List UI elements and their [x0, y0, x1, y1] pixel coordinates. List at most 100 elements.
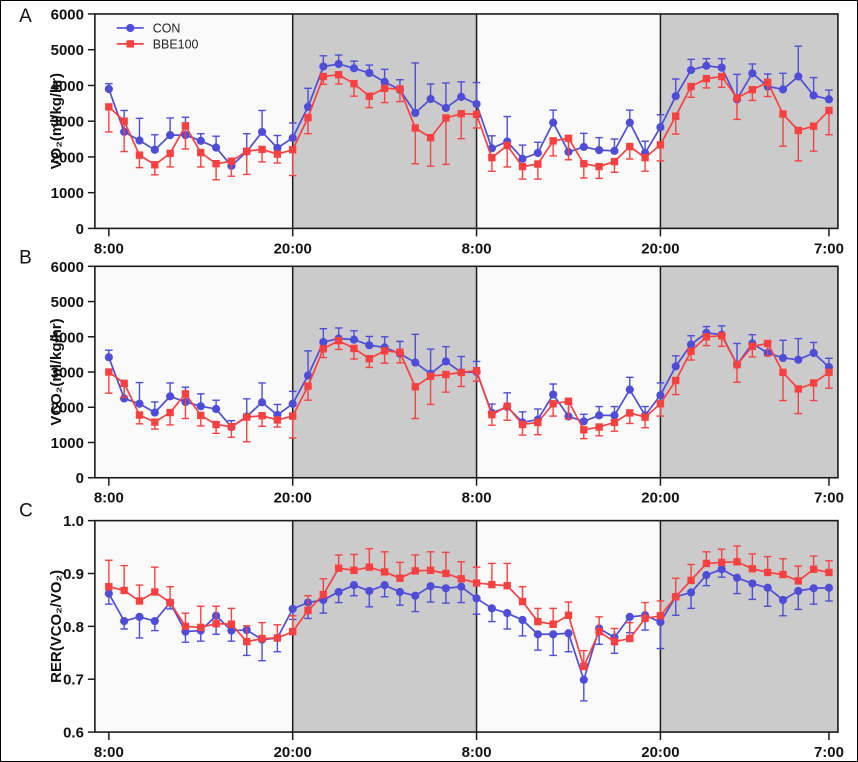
- data-point-circle: [686, 588, 696, 597]
- data-point-square: [380, 347, 389, 355]
- data-point-circle: [472, 594, 481, 603]
- data-point-square: [626, 142, 634, 151]
- data-point-circle: [257, 127, 267, 136]
- data-point-square: [702, 559, 711, 568]
- data-point-square: [626, 409, 634, 417]
- data-point-square: [411, 124, 419, 132]
- data-point-square: [779, 368, 787, 377]
- data-point-circle: [349, 64, 359, 73]
- data-point-circle: [212, 143, 221, 152]
- data-point-square: [549, 137, 557, 145]
- data-point-circle: [365, 341, 374, 350]
- data-point-circle: [656, 618, 665, 627]
- data-point-circle: [135, 136, 144, 145]
- data-point-square: [656, 400, 665, 408]
- data-point-square: [580, 160, 588, 168]
- x-tick-label: 8:00: [462, 240, 492, 257]
- data-point-square: [457, 368, 465, 377]
- data-point-square: [503, 141, 511, 150]
- data-point-circle: [763, 583, 772, 592]
- data-point-square: [641, 614, 649, 623]
- y-tick-label: 5000: [51, 42, 84, 59]
- legend-circle-marker-icon: [126, 23, 135, 33]
- data-point-circle: [595, 411, 604, 420]
- data-point-square: [809, 379, 818, 387]
- data-point-square: [197, 411, 205, 420]
- data-point-square: [442, 114, 450, 122]
- data-point-square: [243, 413, 251, 421]
- data-point-square: [733, 360, 741, 369]
- data-point-circle: [303, 102, 313, 111]
- legend-label: CON: [153, 21, 181, 35]
- data-point-square: [702, 333, 711, 341]
- data-point-square: [181, 622, 190, 631]
- data-point-square: [825, 368, 833, 377]
- y-axis-title: VCO₂(ml/kg/hr): [48, 318, 65, 425]
- data-point-square: [702, 74, 711, 83]
- data-point-square: [304, 606, 312, 615]
- data-point-square: [580, 662, 588, 671]
- data-point-square: [549, 620, 557, 628]
- data-point-square: [350, 344, 358, 353]
- data-point-circle: [824, 583, 834, 592]
- x-tick-label: 20:00: [641, 240, 679, 257]
- data-point-circle: [686, 65, 696, 75]
- data-point-circle: [288, 604, 297, 613]
- x-tick-label: 20:00: [274, 490, 312, 507]
- data-point-square: [595, 627, 603, 636]
- y-axis-title: RER(VCO₂/VO₂): [48, 570, 65, 683]
- y-axis-title: VO₂(ml/kg/hr): [48, 73, 65, 169]
- data-point-square: [488, 410, 496, 419]
- panel-a: 0 1000 2000 3000 4000 5000 6000 8:00 20:00 8:00 20…: [19, 6, 844, 257]
- data-point-circle: [365, 68, 374, 78]
- data-point-circle: [610, 411, 619, 420]
- data-point-square: [135, 151, 144, 159]
- data-point-square: [763, 78, 772, 86]
- data-point-square: [718, 332, 726, 340]
- data-point-circle: [487, 604, 496, 613]
- data-point-circle: [778, 595, 788, 605]
- data-point-circle: [778, 353, 788, 363]
- data-point-square: [809, 122, 818, 130]
- data-point-square: [748, 86, 757, 94]
- y-tick-label: 5000: [51, 294, 84, 311]
- data-point-square: [595, 162, 603, 171]
- data-point-circle: [809, 348, 818, 358]
- data-point-square: [151, 418, 159, 426]
- data-point-square: [779, 110, 787, 118]
- data-point-circle: [104, 353, 113, 362]
- data-point-circle: [441, 357, 451, 366]
- series-bbe100: [105, 332, 833, 443]
- data-point-square: [687, 576, 695, 585]
- data-point-circle: [809, 91, 818, 100]
- y-tick-label: 6000: [51, 259, 84, 276]
- data-point-circle: [441, 103, 451, 113]
- y-tick-label: 1.0: [63, 513, 84, 530]
- data-point-square: [610, 157, 619, 166]
- x-tick-label: 7:00: [814, 490, 844, 507]
- data-point-square: [380, 568, 389, 576]
- data-point-square: [319, 345, 328, 353]
- data-point-circle: [395, 587, 405, 597]
- data-point-circle: [288, 133, 297, 143]
- x-tick-label: 8:00: [462, 490, 492, 507]
- data-point-circle: [656, 391, 665, 400]
- data-point-square: [289, 412, 297, 420]
- data-point-circle: [349, 581, 359, 590]
- series-bbe100: [105, 545, 833, 671]
- data-point-circle: [717, 565, 726, 574]
- x-tick-label: 8:00: [94, 490, 124, 507]
- data-point-square: [442, 370, 450, 379]
- data-point-square: [564, 611, 573, 619]
- data-point-circle: [778, 85, 788, 94]
- y-tick-label: 3000: [51, 365, 84, 382]
- data-point-square: [672, 593, 680, 601]
- x-tick-label: 20:00: [641, 490, 679, 507]
- data-point-square: [472, 110, 481, 119]
- data-point-square: [488, 153, 496, 162]
- data-point-square: [656, 612, 665, 620]
- data-point-square: [763, 568, 772, 577]
- data-point-circle: [686, 340, 696, 349]
- y-tick-label: 2000: [51, 149, 84, 166]
